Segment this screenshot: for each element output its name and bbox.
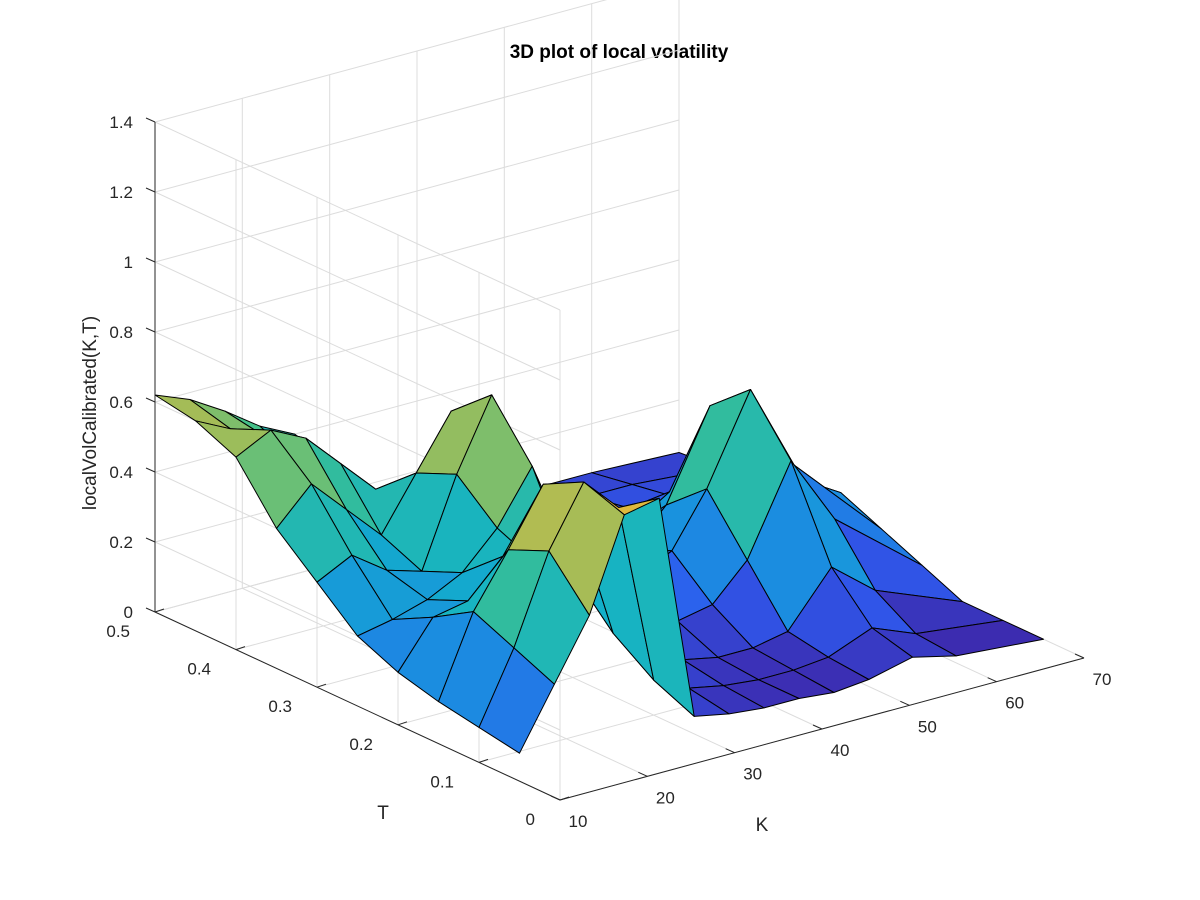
z-tick-label: 1.2	[109, 183, 133, 202]
x-tick-mark	[812, 724, 823, 730]
y-tick-label: 0.1	[430, 772, 454, 791]
z-tick-mark	[145, 537, 156, 543]
x-tick-label: 70	[1093, 670, 1112, 689]
y-tick-mark	[478, 758, 489, 763]
axes: 1020304050607000.10.20.30.40.500.20.40.6…	[106, 113, 1111, 831]
x-tick-label: 30	[743, 765, 762, 784]
z-axis-label: localVolCalibrated(K,T)	[80, 316, 101, 510]
z-tick-mark	[145, 117, 156, 123]
z-tick-mark	[145, 467, 156, 473]
x-tick-label: 20	[656, 788, 675, 807]
surface-mesh	[154, 389, 1044, 754]
y-tick-mark	[235, 646, 246, 651]
z-tick-label: 0.2	[109, 533, 133, 552]
z-tick-mark	[145, 607, 156, 613]
z-tick-label: 1.4	[109, 113, 133, 132]
y-axis-line	[154, 611, 561, 801]
x-tick-label: 60	[1005, 694, 1024, 713]
y-tick-mark	[316, 683, 327, 688]
y-tick-mark	[154, 608, 165, 613]
y-tick-label: 0.4	[187, 660, 211, 679]
y-tick-label: 0.3	[268, 697, 292, 716]
y-tick-label: 0.2	[349, 735, 373, 754]
z-tick-mark	[145, 257, 156, 263]
y-tick-label: 0.5	[106, 622, 130, 641]
x-axis-label: K	[756, 815, 769, 836]
x-tick-mark	[900, 700, 910, 706]
z-tick-mark	[145, 327, 156, 333]
x-tick-label: 50	[918, 717, 937, 736]
y-tick-mark	[397, 721, 408, 726]
x-tick-label: 40	[831, 741, 850, 760]
surface-facet	[478, 647, 555, 754]
z-tick-mark	[145, 397, 156, 403]
chart-title: 3D plot of local volatility	[510, 42, 729, 63]
z-tick-label: 0	[124, 603, 133, 622]
x-tick-mark	[1074, 653, 1085, 659]
y-axis-label: T	[377, 803, 389, 824]
z-tick-label: 0.4	[109, 463, 133, 482]
x-tick-mark	[638, 771, 648, 777]
z-tick-label: 0.6	[109, 393, 133, 412]
x-tick-mark	[725, 748, 735, 754]
x-tick-label: 10	[569, 812, 588, 831]
y-tick-mark	[559, 796, 570, 801]
z-tick-label: 0.8	[109, 323, 133, 342]
x-tick-mark	[987, 677, 997, 683]
y-tick-label: 0	[526, 810, 535, 829]
z-tick-mark	[145, 187, 156, 193]
z-tick-label: 1	[124, 253, 133, 272]
